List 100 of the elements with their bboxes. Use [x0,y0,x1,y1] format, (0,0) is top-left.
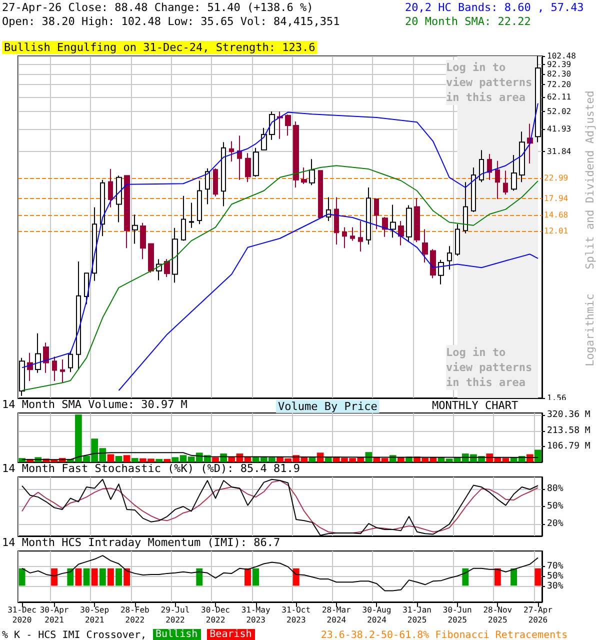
x-tick-label: 28-Mar 2024 [322,606,352,624]
y-tick-label: 106.79 M [547,441,591,452]
candlestick [261,127,267,150]
x-tick-label: 30-Jun 2025 [442,606,472,624]
candlestick [422,228,428,263]
candlestick [382,216,388,238]
candlestick [455,224,460,256]
chart-title: 14 Month HCS Intraday Momentum (IMI): 86.7 [2,536,280,549]
candlestick [519,131,525,183]
candlestick [189,202,194,228]
candlestick [205,168,210,205]
bar [164,458,171,462]
y-tick-label: 92.39 [547,60,572,69]
candlestick [27,352,33,382]
y-tick-label: 52.02 [547,106,572,116]
candlestick [92,206,97,282]
x-tick-label: 29-Jul 2022 [160,606,190,624]
candlestick [366,187,371,246]
x-tick-label: 31-Dec 2020 [8,606,37,624]
x-tick-label: 31-Jan 2025 [402,606,432,624]
y-tick-label: 213.58 M [547,426,591,436]
bar [131,458,138,462]
candlestick [124,175,130,249]
y-tick-label: 82.30 [547,69,572,78]
candlestick [172,227,178,284]
annotation: Log in to view patterns in this area [446,346,532,389]
candlestick [301,166,307,184]
y-axis-title: Split and Dividend Adjusted [584,90,596,270]
y-tick-label: 102.48 [547,52,576,60]
y-tick-label: 80% [547,484,564,494]
y-tick-label: 31.84 [547,147,572,156]
annotation: Log in to view patterns in this area [446,61,532,104]
candlestick [68,350,73,373]
candlestick [463,182,468,234]
candlestick [60,358,65,384]
candlestick [148,243,154,274]
candlestick [309,158,315,186]
candlestick [221,142,226,207]
candlestick [487,153,492,180]
candlestick [116,175,122,223]
candlestick [277,110,283,140]
candlestick [430,248,436,279]
candlestick [503,170,508,196]
candlestick [438,259,444,285]
candlestick [447,246,452,270]
y-tick-label: 41.93 [547,124,572,134]
candlestick [253,147,259,178]
candlestick [197,180,202,225]
candlestick [269,110,275,140]
candlestick [479,150,484,183]
candlestick [285,114,291,136]
chart-subtitle: Open: 38.20 High: 102.48 Low: 35.65 Vol: 84,415,351 [2,15,340,28]
candlestick [334,196,339,246]
line-series [22,555,538,592]
legend-title: % K - HCS IMI Crossover, [2,630,146,640]
candlestick [414,198,420,243]
x-tick-label: 27-Apr 2026 [524,606,553,624]
ref-line-label: 12.01 [544,226,568,236]
text: 23.6-38.2-50-61.8% Fibonacci Retracements [320,630,568,640]
candlestick [43,342,49,374]
x-tick-label: 30-Aug 2024 [362,606,392,624]
candlestick [350,226,355,242]
candlestick [326,196,331,222]
candlestick [84,272,89,305]
y-tick-label: 62.11 [547,92,572,102]
candlestick [164,258,170,278]
candlestick [374,198,379,230]
text: Bullish [152,629,201,640]
candlestick [35,332,41,374]
y-tick-label: 70% [547,561,564,572]
bar [534,450,542,462]
candlestick [245,152,251,183]
bar [115,456,122,462]
candlestick [398,220,404,246]
bar [107,454,114,462]
y-tick-label: 30% [547,582,564,592]
text: 20 Month SMA: 22.22 [405,15,531,28]
x-tick-label: 28-Nov 2025 [483,606,512,624]
x-tick-label: 30-Dec 2022 [201,606,230,624]
chart-title: 27-Apr-26 Close: 88.48 Change: 51.40 (+138.6 %) [2,1,314,14]
candlestick [318,170,323,218]
bar [156,458,163,462]
text: Bearish [206,629,255,640]
x-tick-label: 30-Apr 2021 [40,606,69,624]
candlestick [358,220,363,252]
candlestick [237,135,242,180]
x-tick-label: 30-Sep 2021 [80,606,110,624]
candlestick [229,140,234,162]
candlestick [76,260,81,370]
candlestick [108,168,113,208]
line-series [118,214,538,391]
bar [123,455,130,462]
text: Volume By Price [278,400,378,413]
y-tick-label: 20% [547,519,564,530]
candlestick [52,356,57,382]
candlestick [511,154,517,192]
text: Logarithmic [584,294,596,366]
candlestick [100,179,105,237]
chart-title: 14 Month Fast Stochastic (%K) (%D): 85.4 81.9 [2,462,300,475]
x-tick-label: 31-May 2023 [241,606,270,624]
